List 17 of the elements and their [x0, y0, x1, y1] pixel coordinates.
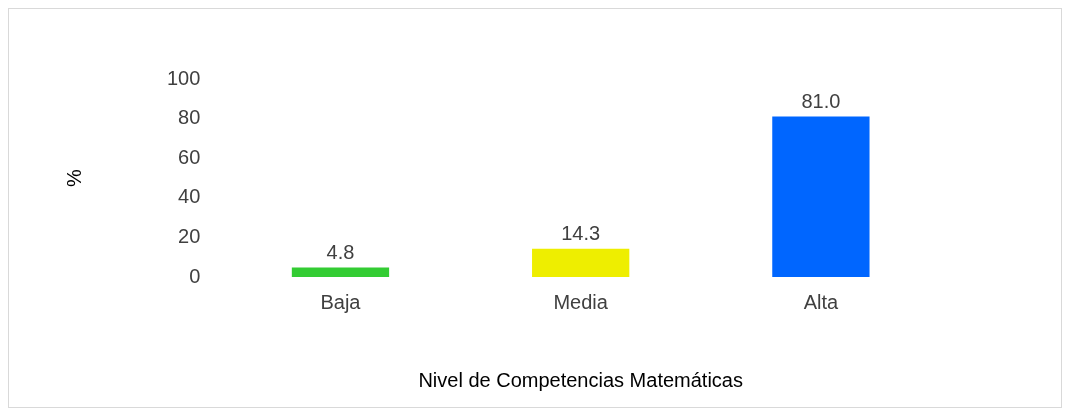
x-axis-title: Nivel de Competencias Matemáticas	[418, 368, 743, 391]
data-label: 4.8	[326, 241, 355, 264]
data-label: 81.0	[801, 90, 841, 113]
bar	[291, 267, 390, 277]
bar	[772, 116, 870, 277]
y-tick-label: 100	[166, 66, 201, 89]
y-tick-label: 80	[178, 106, 201, 129]
bar	[532, 248, 630, 277]
y-tick-label: 0	[189, 264, 201, 287]
y-tick-label: 20	[178, 224, 201, 247]
data-label: 14.3	[561, 222, 601, 245]
x-tick-label: Alta	[803, 290, 839, 313]
x-tick-label: Baja	[320, 290, 362, 313]
y-axis-title: %	[62, 168, 85, 187]
x-tick-label: Media	[553, 290, 609, 313]
y-tick-label: 40	[178, 185, 201, 208]
y-tick-label: 60	[178, 145, 201, 168]
